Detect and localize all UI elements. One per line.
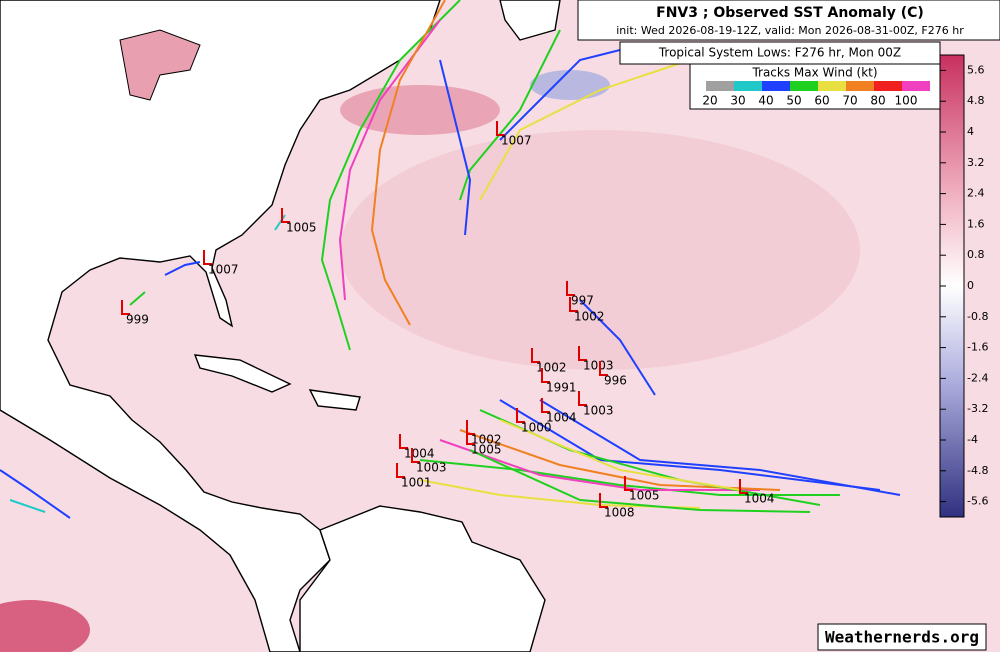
wind-swatch — [706, 81, 734, 91]
credit-box — [817, 623, 987, 651]
newfoundland — [499, 0, 561, 41]
low-marker — [411, 448, 420, 463]
colorbar-label: -3.2 — [967, 402, 988, 415]
colorbar-label: 3.2 — [967, 156, 985, 169]
low-marker — [541, 398, 550, 413]
low-marker — [566, 281, 575, 296]
colorbar-label: -2.4 — [967, 371, 988, 384]
colorbar-label: 5.6 — [967, 63, 985, 76]
hispaniola — [308, 389, 361, 411]
wind-legend-title: Tracks Max Wind (kt) — [751, 66, 877, 80]
low-marker — [541, 368, 550, 383]
low-label: 1005 — [286, 221, 317, 235]
low-label: 1004 — [744, 492, 775, 506]
wind-label: 40 — [758, 94, 773, 108]
colorbar-label: 2.4 — [967, 187, 985, 200]
low-label: 1000 — [521, 421, 552, 435]
low-marker — [739, 479, 748, 494]
low-label: 1003 — [416, 461, 447, 475]
credit: Weathernerds.org — [825, 628, 979, 647]
low-label: 1002 — [536, 361, 567, 375]
low-label: 1002 — [574, 310, 605, 324]
cuba — [193, 354, 292, 393]
wind-swatch — [902, 81, 930, 91]
low-label: 1007 — [501, 134, 532, 148]
low-label: 1004 — [404, 447, 435, 461]
great-lakes — [119, 29, 201, 101]
colorbar-label: -5.6 — [967, 495, 988, 508]
low-label: 1003 — [583, 404, 614, 418]
low-marker — [531, 348, 540, 363]
wind-label: 60 — [814, 94, 829, 108]
header-box — [577, 0, 1000, 41]
low-label: 1991 — [546, 381, 577, 395]
wind-label: 80 — [870, 94, 885, 108]
colorbar-label: -4 — [967, 433, 978, 446]
wind-swatch — [874, 81, 902, 91]
low-marker — [599, 493, 608, 508]
low-label: 996 — [604, 374, 627, 388]
low-label: 1004 — [546, 411, 577, 425]
lows-title: Tropical System Lows: F276 hr, Mon 00Z — [658, 46, 901, 60]
low-label: 1001 — [401, 476, 432, 490]
low-label: 1002 — [471, 433, 502, 447]
low-marker — [624, 476, 633, 491]
low-label: 1005 — [471, 443, 502, 457]
south-america — [299, 505, 546, 652]
wind-label: 100 — [895, 94, 918, 108]
low-marker — [516, 408, 525, 423]
low-label: 1007 — [208, 263, 239, 277]
low-marker — [578, 346, 587, 361]
title: FNV3 ; Observed SST Anomaly (C) — [656, 5, 924, 21]
anomaly-area — [340, 130, 860, 370]
low-label: 999 — [126, 313, 149, 327]
anomaly-area — [530, 70, 610, 100]
low-marker — [203, 250, 212, 265]
tracks — [0, 0, 901, 519]
low-marker — [599, 361, 608, 376]
low-label: 1005 — [629, 489, 660, 503]
wind-swatch — [846, 81, 874, 91]
low-marker — [121, 300, 130, 315]
low-marker — [578, 391, 587, 406]
wind-label: 30 — [730, 94, 745, 108]
low-marker — [281, 208, 290, 223]
colorbar-label: 0.8 — [967, 248, 985, 261]
low-label: 1008 — [604, 506, 635, 520]
anomaly-area — [0, 600, 90, 652]
colorbar-label: -1.6 — [967, 341, 988, 354]
colorbar-label: 4.8 — [967, 94, 985, 107]
wind-swatch — [762, 81, 790, 91]
anomaly-area — [340, 85, 500, 135]
colorbar-label: 4 — [967, 125, 974, 138]
wind-swatch — [790, 81, 818, 91]
wind-swatch — [734, 81, 762, 91]
low-marker — [466, 430, 475, 445]
wind-label: 50 — [786, 94, 801, 108]
colorbar-label: -0.8 — [967, 310, 988, 323]
low-marker — [569, 297, 578, 312]
low-marker — [399, 434, 408, 449]
low-marker — [396, 463, 405, 478]
low-label: 1003 — [583, 359, 614, 373]
low-marker — [496, 121, 505, 136]
colorbar-label: 0 — [967, 279, 974, 292]
north-america — [0, 0, 441, 652]
subtitle: init: Wed 2026-08-19-12Z, valid: Mon 202… — [616, 24, 964, 37]
wind-swatch — [818, 81, 846, 91]
wind-label: 70 — [842, 94, 857, 108]
colorbar-label: -4.8 — [967, 464, 988, 477]
low-label: 997 — [571, 294, 594, 308]
wind-label: 20 — [702, 94, 717, 108]
colorbar-label: 1.6 — [967, 217, 985, 230]
